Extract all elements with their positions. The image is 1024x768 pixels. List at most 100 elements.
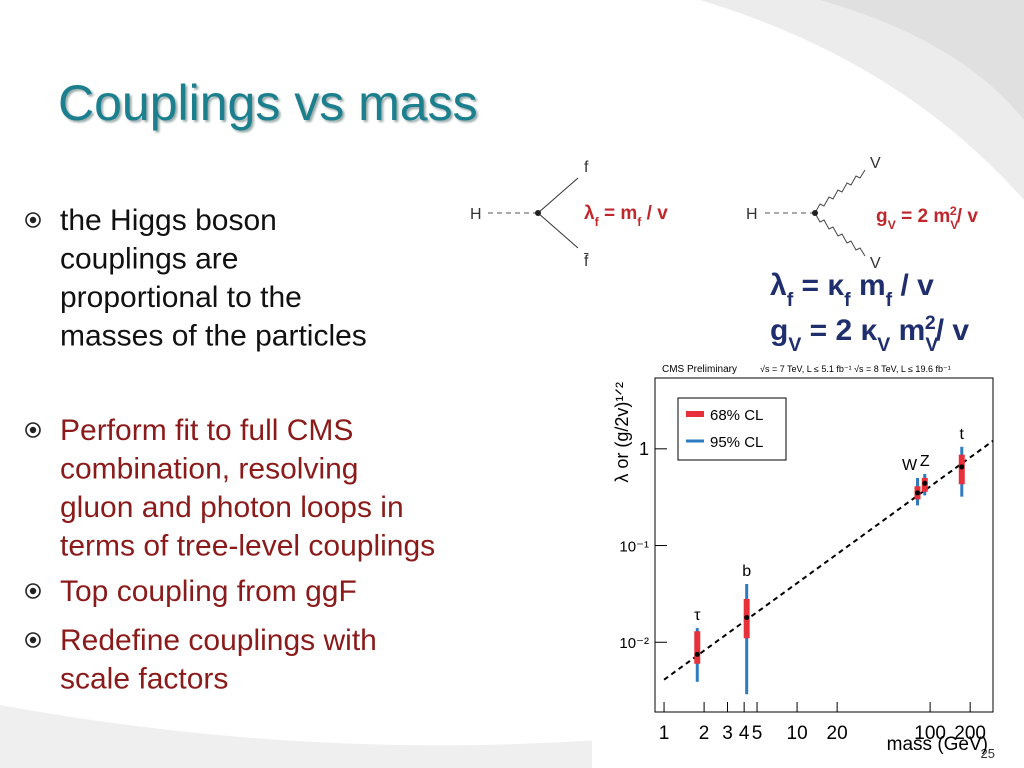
chart-header: √s = 7 TeV, L ≤ 5.1 fb⁻¹ √s = 8 TeV, L ≤… [760, 364, 951, 374]
bullet-text: combination, resolving [60, 453, 359, 486]
formula-part: V [888, 218, 897, 232]
formula-part: f [637, 215, 642, 229]
boson-line [814, 212, 866, 257]
formula-part: m [890, 314, 925, 347]
diagram-label: V [870, 255, 881, 272]
point-label: b [742, 563, 751, 580]
bullet-ring [25, 632, 41, 648]
formula-part: V [877, 334, 890, 356]
legend-box [677, 397, 787, 461]
diagram-label: f̄ [583, 253, 589, 270]
data-point [959, 464, 965, 470]
bullet-dot [29, 636, 37, 644]
slide-title: Couplings vs mass [58, 75, 478, 131]
x-tick-label: 3 [722, 723, 733, 744]
formula-part: 2 [950, 204, 957, 218]
formula-part: V [788, 334, 801, 356]
x-axis-label: mass (GeV) [887, 734, 988, 755]
bullet-text: gluon and photon loops in [60, 491, 404, 524]
data-point [694, 651, 700, 657]
boson-line [814, 169, 866, 214]
page-number: 25 [981, 746, 995, 761]
x-tick-label: 100 [914, 723, 946, 744]
formula-part: V [950, 218, 959, 232]
point-label: W [902, 457, 918, 474]
formula: gV = 2 κV mV2/ v [770, 312, 969, 356]
y-tick-label: 1 [639, 439, 649, 459]
x-tick-label: 5 [752, 723, 763, 744]
point-label: τ [694, 607, 701, 624]
chart-background [592, 356, 1024, 768]
bullet-dot [29, 216, 37, 224]
bullet-dot [29, 587, 37, 595]
diagram-label: f [584, 159, 589, 176]
legend-label: 68% CL [710, 407, 763, 424]
formula: λf = κf mf / v [770, 269, 934, 311]
bullet-text: Redefine couplings with [60, 624, 377, 657]
bullet-ring [25, 422, 41, 438]
formula-part: f [886, 289, 893, 311]
data-point [744, 615, 750, 621]
formula-part: g [876, 206, 888, 227]
formula-part: m [851, 269, 886, 302]
bullet-ring [25, 212, 41, 228]
bullet-text: proportional to the [60, 281, 302, 314]
formula-part: = 2 κ [801, 314, 877, 347]
legend-label: 95% CL [710, 434, 763, 451]
formula-part: = 2 m [896, 206, 950, 227]
diagram-label: H [746, 206, 758, 223]
formula-part: / v [641, 203, 668, 224]
bullet-text: Top coupling from ggF [60, 575, 357, 608]
bullet-text: scale factors [60, 663, 228, 696]
reference-line [663, 440, 994, 681]
formula-part: / v [892, 269, 934, 302]
formula-part: / v [936, 314, 970, 347]
bullet-text: the Higgs boson [60, 204, 277, 237]
formula-part: / v [957, 206, 979, 227]
formula: λf = mf / v [584, 203, 668, 229]
formula-part: λ [770, 269, 787, 302]
formula-part: f [844, 289, 851, 311]
bullet-text: couplings are [60, 243, 238, 276]
background-swoosh [0, 705, 600, 768]
y-tick-label: 10⁻² [619, 635, 649, 652]
point-label: Z [920, 453, 930, 470]
x-tick-label: 4 [739, 723, 750, 744]
formula-part: V [925, 334, 938, 356]
data-point [915, 490, 921, 496]
data-point [922, 480, 928, 486]
formula-part: 2 [925, 312, 936, 334]
point-label: t [960, 426, 965, 443]
bullet-text: masses of the particles [60, 320, 367, 353]
y-tick-label: 10⁻¹ [619, 539, 649, 556]
formula-part: f [595, 215, 600, 229]
vertex [535, 210, 541, 216]
diagram-label: V [870, 155, 881, 172]
fermion-line [537, 177, 579, 214]
chart-header: CMS Preliminary [662, 364, 737, 375]
bullet-text: terms of tree-level couplings [60, 530, 435, 563]
x-tick-label: 10 [787, 723, 808, 744]
bullet-dot [29, 426, 37, 434]
plot-frame [654, 377, 994, 713]
fermion-line [537, 212, 579, 249]
formula-part: = κ [793, 269, 844, 302]
formula-part: g [770, 314, 788, 347]
vertex [812, 210, 818, 216]
bullet-text: Perform fit to full CMS [60, 414, 353, 447]
y-axis-label: λ or (g/2v)¹ᐟ² [612, 382, 632, 483]
x-tick-label: 1 [659, 723, 670, 744]
formula-part: λ [584, 203, 595, 224]
background-swoosh [820, 0, 1024, 120]
formula-part: f [787, 289, 794, 311]
diagram-label: H [470, 206, 482, 223]
x-tick-label: 200 [954, 723, 986, 744]
bullet-ring [25, 583, 41, 599]
x-tick-label: 2 [699, 723, 710, 744]
x-tick-label: 20 [827, 723, 848, 744]
formula-part: = m [599, 203, 638, 224]
formula-background [745, 258, 1024, 358]
formula: gV = 2 mV2/ v [876, 204, 978, 232]
